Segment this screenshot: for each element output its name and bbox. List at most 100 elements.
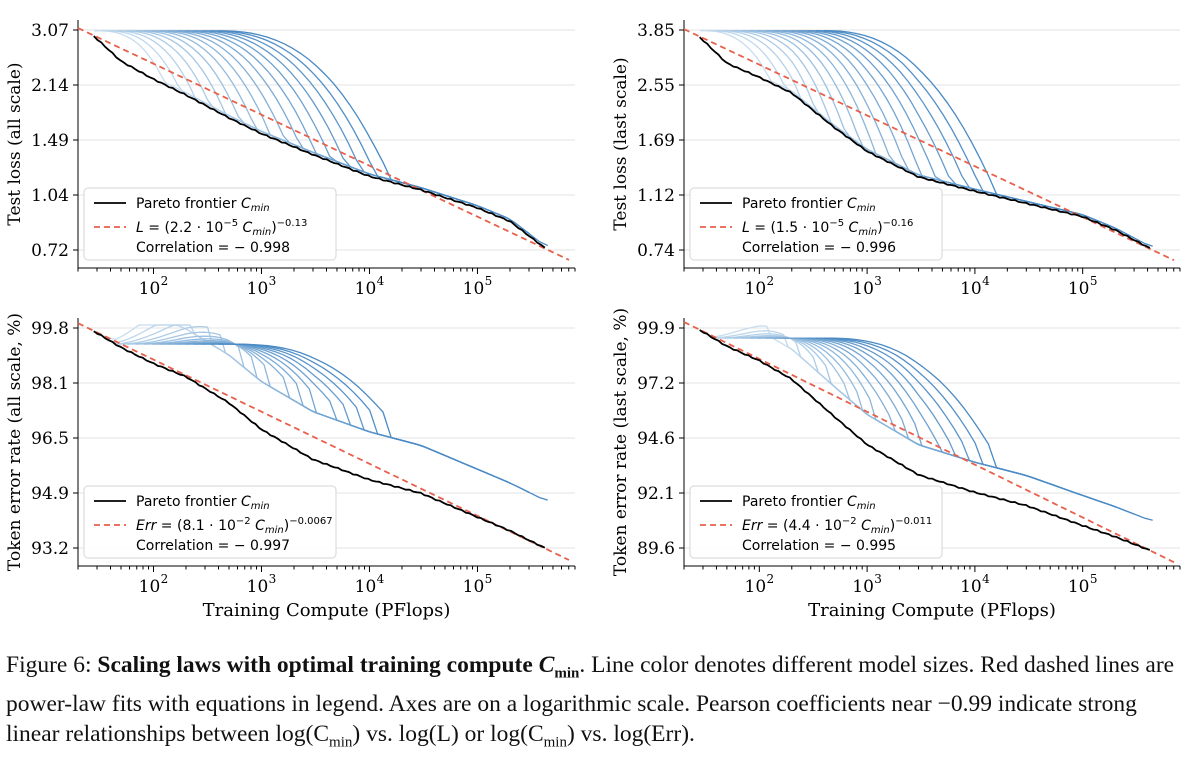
- x-tick-label: 10: [745, 577, 767, 597]
- y-tick-label: 94.6: [637, 429, 675, 449]
- model-curve: [823, 337, 1153, 521]
- x-tick-label: 10: [247, 577, 269, 597]
- legend-frontier-label: Pareto frontier Cmin: [742, 196, 876, 214]
- model-curve: [782, 337, 1062, 489]
- x-tick-label: 10: [960, 279, 982, 299]
- legend-fit-equation: L = (1.5 · 10−5 Cmin)−0.16: [742, 218, 913, 238]
- x-tick-exponent: 3: [874, 572, 882, 586]
- x-axis-label: Training Compute (PFlops): [808, 600, 1056, 621]
- x-tick-exponent: 4: [982, 572, 990, 586]
- model-curve: [757, 30, 1007, 198]
- legend-frontier-label: Pareto frontier Cmin: [136, 494, 270, 512]
- model-curves: [699, 325, 1153, 521]
- model-curve: [110, 324, 310, 410]
- legend-fit-equation: Err = (8.1 · 10−2 Cmin)−0.0067: [136, 516, 333, 536]
- model-curve: [143, 338, 383, 436]
- x-tick-exponent: 2: [161, 274, 169, 288]
- x-tick-exponent: 3: [269, 274, 277, 288]
- pareto-frontier-line: [93, 330, 546, 549]
- y-tick-label: 1.12: [637, 186, 675, 206]
- y-axis-label: Test loss (last scale): [611, 57, 631, 230]
- y-tick-label: 92.1: [637, 484, 675, 504]
- legend-fit-equation: L = (2.2 · 10−5 Cmin)−0.13: [136, 218, 307, 238]
- x-tick-exponent: 2: [767, 572, 775, 586]
- x-tick-label: 10: [745, 279, 767, 299]
- legend: Pareto frontier Cmin L = (1.5 · 10−5 Cmin…: [689, 187, 943, 261]
- x-tick-exponent: 2: [161, 572, 169, 586]
- pareto-frontier-line: [93, 35, 546, 249]
- x-axis-label: Training Compute (PFlops): [203, 600, 451, 621]
- legend: Pareto frontier Cmin Err = (8.1 · 10−2 Cm…: [83, 485, 337, 559]
- caption-label: Figure 6:: [6, 652, 98, 678]
- caption-bold: Scaling laws with optimal training compu…: [97, 652, 580, 682]
- x-tick-exponent: 2: [767, 274, 775, 288]
- y-tick-label: 97.2: [637, 374, 675, 394]
- x-tick-label: 10: [355, 577, 377, 597]
- y-tick-label: 99.8: [31, 319, 69, 339]
- model-curve: [823, 30, 1153, 247]
- model-curves: [700, 30, 1153, 247]
- figure-caption: Figure 6: Scaling laws with optimal trai…: [6, 652, 1175, 751]
- y-axis-label: Token error rate (all scale, %): [5, 313, 25, 571]
- legend-correlation: Correlation = − 0.995: [742, 538, 896, 554]
- legend-box: [83, 187, 337, 261]
- x-tick-label: 10: [1068, 279, 1090, 299]
- model-curve: [201, 343, 512, 484]
- x-tick-exponent: 5: [485, 572, 493, 586]
- y-tick-label: 1.69: [637, 131, 675, 151]
- x-tick-exponent: 3: [269, 572, 277, 586]
- legend-correlation: Correlation = − 0.997: [136, 538, 290, 554]
- y-axis-label: Token error rate (last scale, %): [611, 308, 631, 576]
- y-tick-label: 89.6: [637, 539, 675, 559]
- y-tick-label: 96.5: [31, 429, 69, 449]
- model-curve: [168, 342, 438, 453]
- model-curve: [218, 343, 548, 501]
- y-tick-label: 94.9: [31, 484, 69, 504]
- x-tick-label: 10: [852, 577, 874, 597]
- x-tick-label: 10: [960, 577, 982, 597]
- legend: Pareto frontier Cmin L = (2.2 · 10−5 Cmin…: [83, 187, 337, 261]
- x-tick-exponent: 5: [1090, 572, 1098, 586]
- model-curve: [716, 30, 915, 174]
- model-curve: [218, 30, 548, 247]
- y-axis-label: Test loss (all scale): [5, 62, 25, 225]
- y-tick-label: 3.85: [637, 21, 675, 41]
- pareto-frontier-line: [699, 329, 1151, 551]
- x-tick-label: 10: [247, 279, 269, 299]
- fit-line: [77, 27, 570, 261]
- x-tick-exponent: 4: [982, 274, 990, 288]
- legend-box: [689, 485, 943, 559]
- x-tick-label: 10: [139, 279, 161, 299]
- model-curve: [143, 30, 383, 179]
- x-tick-exponent: 5: [1090, 274, 1098, 288]
- y-tick-label: 98.1: [31, 374, 69, 394]
- x-tick-exponent: 4: [377, 572, 385, 586]
- x-tick-exponent: 5: [485, 274, 493, 288]
- legend-frontier-label: Pareto frontier Cmin: [136, 196, 270, 214]
- model-curve: [176, 342, 457, 461]
- legend: Pareto frontier Cmin Err = (4.4 · 10−2 Cm…: [689, 485, 943, 559]
- pareto-frontier-line: [699, 36, 1151, 249]
- legend-box: [83, 485, 337, 559]
- x-tick-exponent: 4: [377, 274, 385, 288]
- model-curve: [193, 30, 493, 213]
- x-tick-label: 10: [1068, 577, 1090, 597]
- legend-box: [689, 187, 943, 261]
- x-tick-label: 10: [355, 279, 377, 299]
- y-tick-label: 0.72: [31, 241, 69, 261]
- y-tick-label: 2.14: [31, 76, 69, 96]
- caption-text: . Line color denotes different model siz…: [6, 652, 1175, 747]
- legend-correlation: Correlation = − 0.998: [136, 240, 290, 256]
- legend-fit-equation: Err = (4.4 · 10−2 Cmin)−0.011: [742, 516, 932, 536]
- x-tick-label: 10: [852, 279, 874, 299]
- model-curve: [135, 30, 365, 173]
- y-tick-label: 1.49: [31, 131, 69, 151]
- x-tick-exponent: 3: [874, 274, 882, 288]
- y-tick-label: 0.74: [637, 241, 675, 261]
- y-tick-label: 3.07: [31, 21, 69, 41]
- legend-frontier-label: Pareto frontier Cmin: [742, 494, 876, 512]
